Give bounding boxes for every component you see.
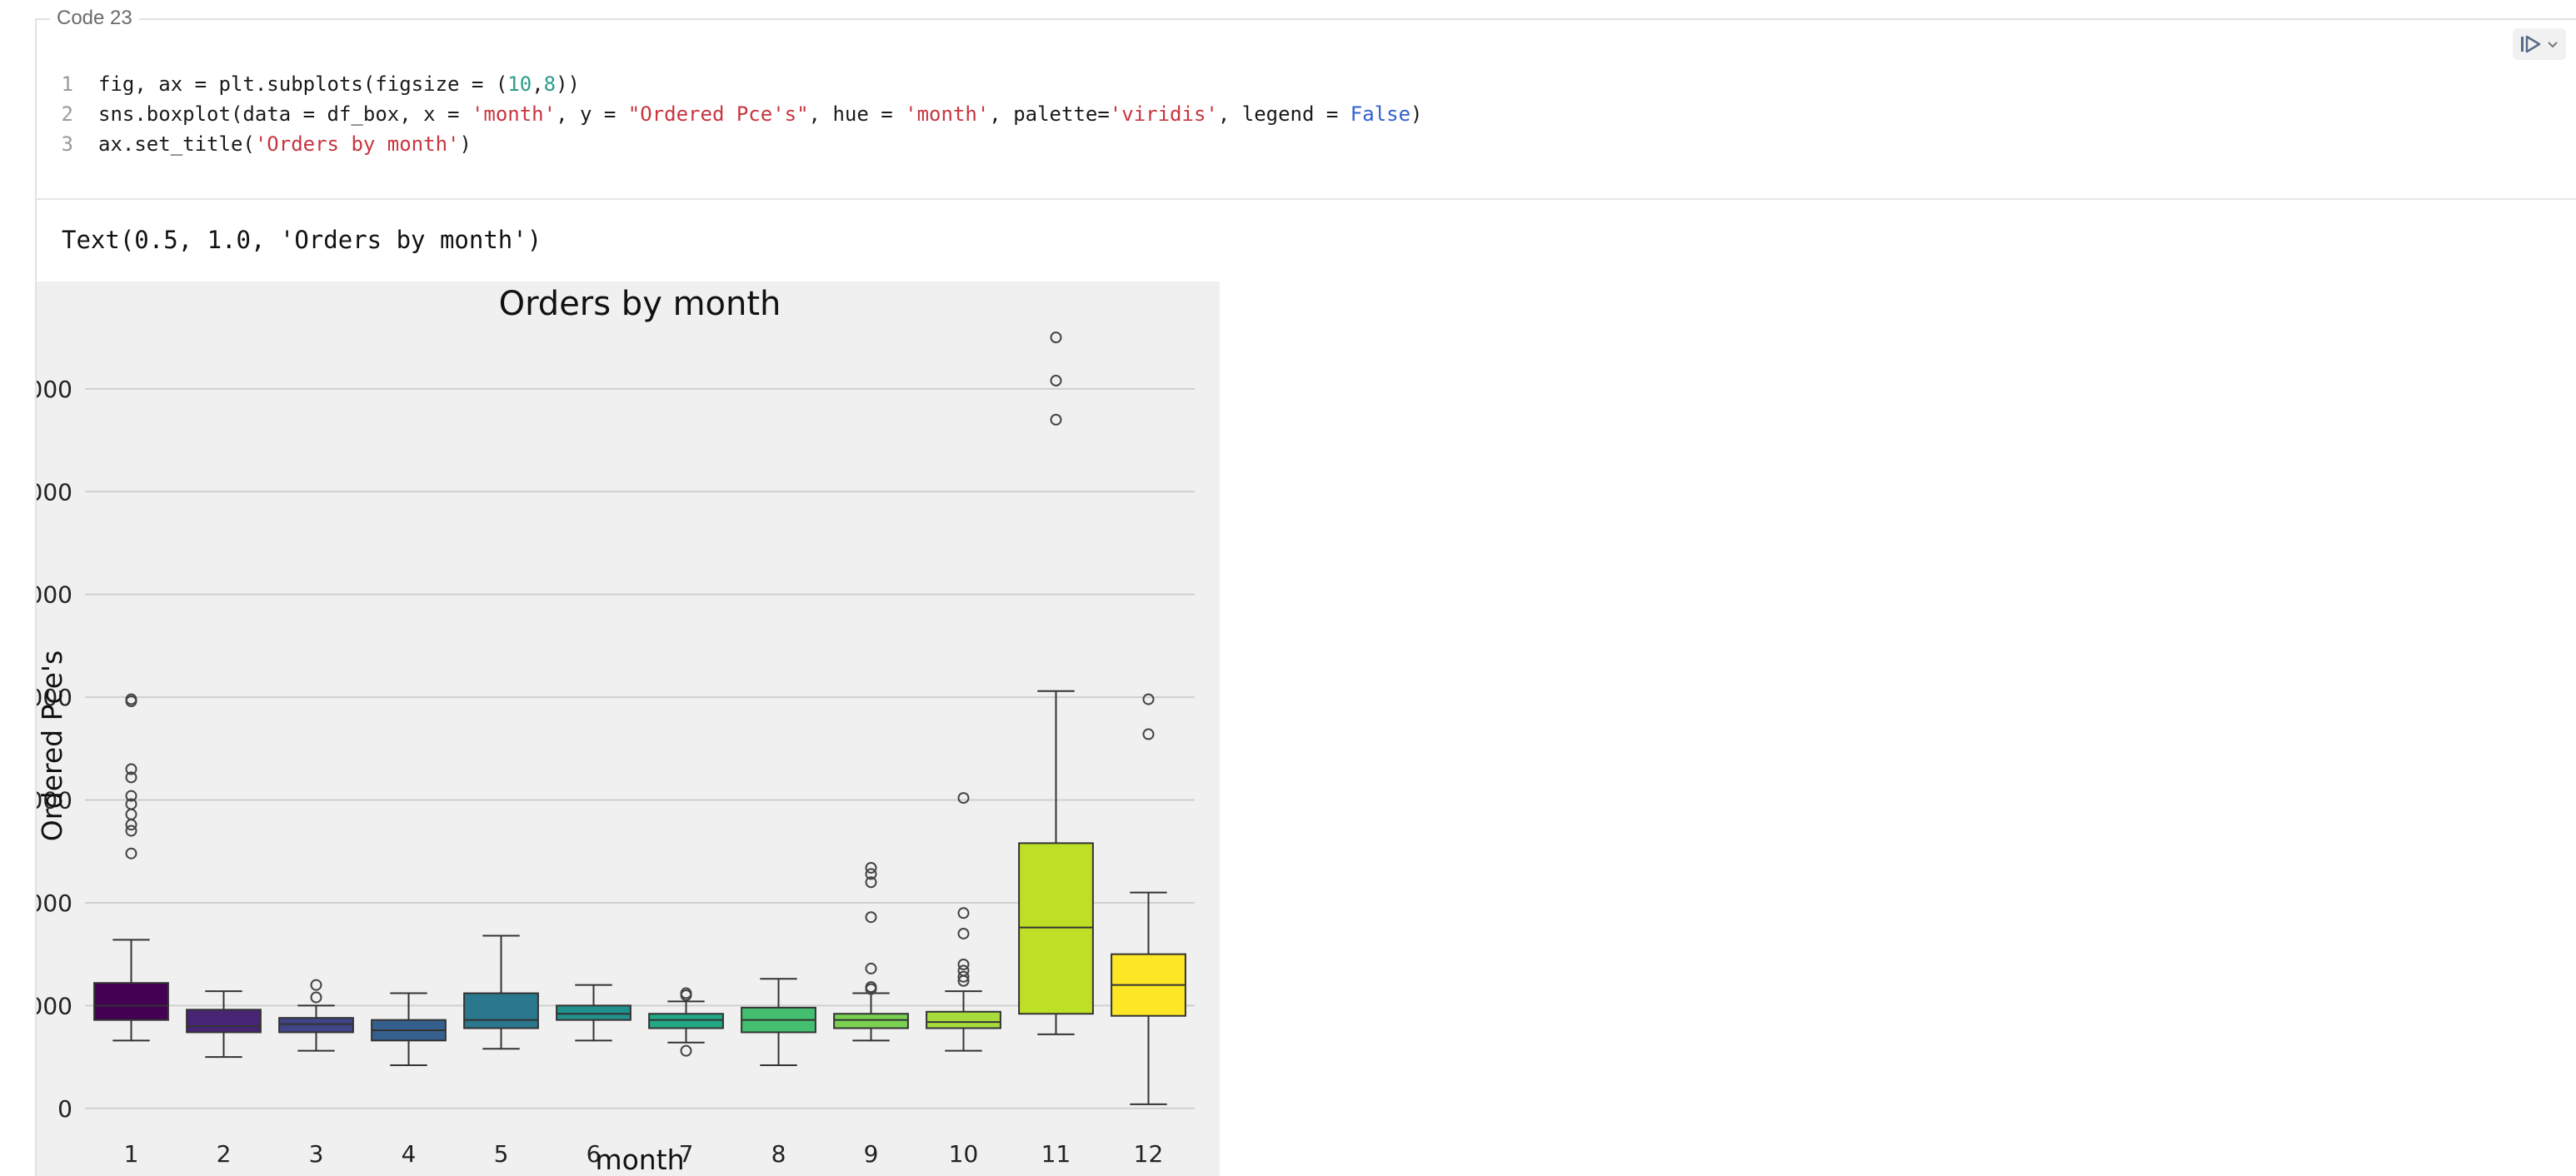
chart-title: Orders by month	[499, 285, 781, 323]
x-tick-label: 8	[771, 1140, 786, 1168]
line-number: 1	[61, 72, 73, 96]
outlier-point	[310, 979, 322, 991]
outlier-point	[957, 964, 970, 977]
box-month-7	[648, 1013, 724, 1029]
y-tick-label: 25000	[37, 581, 72, 609]
y-tick-label: 35000	[37, 376, 72, 403]
outlier-point	[957, 959, 970, 970]
outlier-point	[865, 911, 877, 924]
box-month-2	[186, 1009, 262, 1034]
outlier-point	[310, 991, 322, 1004]
outlier-point	[1142, 693, 1155, 705]
boxplot-figure: 0500010000150002000025000300003500012345…	[37, 282, 1220, 1176]
code-editor[interactable]: 1 fig, ax = plt.subplots(figsize = (10,8)…	[37, 63, 2576, 197]
code-line: 1 fig, ax = plt.subplots(figsize = (10,8)…	[37, 70, 580, 98]
outlier-point	[125, 819, 137, 831]
outlier-point	[865, 876, 877, 889]
outlier-point	[125, 693, 137, 705]
box-month-10	[926, 1010, 1001, 1029]
x-tick-label: 1	[124, 1140, 139, 1168]
cell-run-controls[interactable]	[2513, 28, 2566, 60]
outlier-point	[125, 847, 137, 860]
cell-label: Code 23	[50, 7, 139, 30]
box-month-9	[833, 1013, 909, 1029]
x-tick-label: 9	[864, 1140, 879, 1168]
x-tick-label: 11	[1041, 1140, 1071, 1168]
box-month-5	[463, 992, 539, 1029]
y-tick-label: 10000	[37, 889, 72, 917]
outlier-point	[865, 861, 877, 874]
output-text: Text(0.5, 1.0, 'Orders by month')	[62, 226, 542, 254]
y-tick-label: 30000	[37, 478, 72, 506]
chevron-down-icon[interactable]	[2546, 37, 2559, 51]
y-tick-label: 0	[57, 1095, 72, 1123]
x-tick-label: 3	[309, 1140, 324, 1168]
code-line: 2 sns.boxplot(data = df_box, x = 'month',…	[37, 100, 1423, 128]
x-tick-label: 4	[402, 1140, 417, 1168]
outlier-point	[1142, 728, 1155, 740]
x-tick-label: 6	[587, 1140, 602, 1168]
outlier-point	[125, 771, 137, 784]
outlier-point	[125, 790, 137, 802]
y-axis-label: Ordered Pce's	[37, 650, 68, 841]
x-tick-label: 7	[679, 1140, 694, 1168]
outlier-point	[957, 792, 970, 805]
code-line: 3 ax.set_title('Orders by month')	[37, 130, 472, 158]
outlier-point	[125, 825, 137, 837]
line-number: 3	[61, 132, 73, 156]
code-text: ax.set_title('Orders by month')	[98, 132, 472, 156]
outlier-point	[680, 1044, 692, 1057]
outlier-point	[1050, 331, 1062, 344]
code-cell	[35, 18, 2576, 1176]
x-tick-label: 2	[217, 1140, 232, 1168]
outlier-point	[125, 763, 137, 775]
outlier-point	[680, 987, 692, 999]
outlier-point	[957, 907, 970, 919]
box-month-6	[556, 1004, 632, 1021]
code-text: sns.boxplot(data = df_box, x = 'month', …	[98, 102, 1423, 126]
outlier-point	[125, 798, 137, 810]
y-tick-label: 5000	[37, 992, 72, 1019]
x-axis-label: month	[595, 1144, 684, 1176]
outlier-point	[1050, 374, 1062, 386]
outlier-point	[1050, 413, 1062, 426]
y-tick-label: 20000	[37, 684, 72, 711]
box-month-3	[278, 1017, 354, 1034]
boxplot-chart: 0500010000150002000025000300003500012345…	[37, 285, 1195, 1176]
outlier-point	[865, 981, 877, 994]
outlier-point	[957, 970, 970, 983]
outlier-point	[865, 962, 877, 974]
outlier-point	[865, 868, 877, 880]
x-tick-label: 5	[494, 1140, 509, 1168]
box-month-11	[1018, 842, 1094, 1015]
x-tick-label: 12	[1134, 1140, 1164, 1168]
outlier-point	[125, 808, 137, 820]
y-tick-label: 15000	[37, 787, 72, 815]
line-number: 2	[61, 102, 73, 126]
code-text: fig, ax = plt.subplots(figsize = (10,8))	[98, 72, 580, 96]
x-tick-label: 10	[949, 1140, 979, 1168]
cell-output-divider	[37, 198, 2576, 200]
outlier-point	[957, 927, 970, 939]
run-cell-icon[interactable]	[2519, 34, 2543, 54]
box-month-1	[93, 982, 169, 1021]
